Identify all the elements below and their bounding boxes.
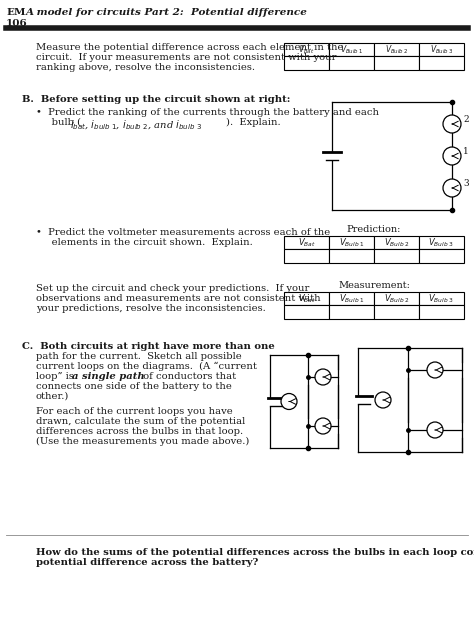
Text: $V_{Bulb\ 2}$: $V_{Bulb\ 2}$ <box>384 43 409 56</box>
Text: 2: 2 <box>463 115 469 124</box>
Bar <box>329 56 374 70</box>
Text: How do the sums of the potential differences across the bulbs in each loop compa: How do the sums of the potential differe… <box>36 548 474 557</box>
Bar <box>329 43 374 56</box>
Text: $V_{Bulb\ 2}$: $V_{Bulb\ 2}$ <box>383 292 410 304</box>
Text: differences across the bulbs in that loop.: differences across the bulbs in that loo… <box>36 427 243 436</box>
Text: connects one side of the battery to the: connects one side of the battery to the <box>36 382 232 391</box>
Text: path for the current.  Sketch all possible: path for the current. Sketch all possibl… <box>36 352 242 361</box>
Text: $V_{Bulb\ 3}$: $V_{Bulb\ 3}$ <box>429 43 454 56</box>
Bar <box>329 236 374 249</box>
Bar <box>419 249 464 263</box>
Bar <box>374 305 419 319</box>
Bar <box>329 249 374 263</box>
Text: •  Predict the ranking of the currents through the battery and each: • Predict the ranking of the currents th… <box>36 108 379 117</box>
Circle shape <box>443 147 461 165</box>
Bar <box>419 43 464 56</box>
Text: other.): other.) <box>36 392 69 401</box>
Text: circuit.  If your measurements are not consistent with your: circuit. If your measurements are not co… <box>36 53 337 62</box>
Text: 1: 1 <box>463 147 469 156</box>
Text: observations and measurements are not consistent with: observations and measurements are not co… <box>36 294 320 303</box>
Bar <box>284 56 329 70</box>
Bar <box>284 249 329 263</box>
Circle shape <box>443 179 461 197</box>
Text: For each of the current loops you have: For each of the current loops you have <box>36 407 233 416</box>
Bar <box>329 305 374 319</box>
Circle shape <box>427 362 443 378</box>
Text: Measure the potential difference across each element in the: Measure the potential difference across … <box>36 43 344 52</box>
Bar <box>374 43 419 56</box>
Text: 106: 106 <box>6 19 28 28</box>
Text: $V_{Bulb\ 3}$: $V_{Bulb\ 3}$ <box>428 292 455 304</box>
Text: $V_{Bulb\ 1}$: $V_{Bulb\ 1}$ <box>338 237 365 248</box>
Text: elements in the circuit shown.  Explain.: elements in the circuit shown. Explain. <box>36 238 253 247</box>
Circle shape <box>315 418 331 434</box>
Text: of conductors that: of conductors that <box>140 372 236 381</box>
Bar <box>374 56 419 70</box>
Bar <box>419 305 464 319</box>
Circle shape <box>315 369 331 385</box>
Bar <box>419 236 464 249</box>
Text: $V_{Bulb\ 2}$: $V_{Bulb\ 2}$ <box>383 237 410 248</box>
Text: $i_{bat}$, $i_{bulb\ 1}$, $i_{bulb\ 2}$, and $i_{bulb\ 3}$: $i_{bat}$, $i_{bulb\ 1}$, $i_{bulb\ 2}$,… <box>70 118 202 131</box>
Text: Set up the circuit and check your predictions.  If your: Set up the circuit and check your predic… <box>36 284 310 293</box>
Circle shape <box>375 392 391 408</box>
Text: $V_{Bat}$: $V_{Bat}$ <box>298 292 315 304</box>
Text: A model for circuits Part 2:  Potential difference: A model for circuits Part 2: Potential d… <box>26 8 308 17</box>
Text: loop” is: loop” is <box>36 372 77 381</box>
Text: 3: 3 <box>463 179 469 188</box>
Text: $V_{Bat}$: $V_{Bat}$ <box>298 43 315 56</box>
Circle shape <box>427 422 443 438</box>
Bar <box>374 249 419 263</box>
Text: EM: EM <box>6 8 26 17</box>
Bar <box>419 292 464 305</box>
Text: a single path: a single path <box>72 372 145 381</box>
Text: B.  Before setting up the circuit shown at right:: B. Before setting up the circuit shown a… <box>22 95 291 104</box>
Text: $V_{Bat}$: $V_{Bat}$ <box>298 237 315 248</box>
Circle shape <box>443 115 461 133</box>
Bar <box>284 236 329 249</box>
Text: current loops on the diagrams.  (A “current: current loops on the diagrams. (A “curre… <box>36 362 257 371</box>
Bar <box>284 292 329 305</box>
Bar <box>374 292 419 305</box>
Bar <box>284 305 329 319</box>
Text: $V_{Bulb\ 1}$: $V_{Bulb\ 1}$ <box>340 43 364 56</box>
Text: drawn, calculate the sum of the potential: drawn, calculate the sum of the potentia… <box>36 417 245 426</box>
Circle shape <box>281 394 297 409</box>
Text: ranking above, resolve the inconsistencies.: ranking above, resolve the inconsistenci… <box>36 63 255 72</box>
Text: $V_{Bulb\ 3}$: $V_{Bulb\ 3}$ <box>428 237 455 248</box>
Text: •  Predict the voltmeter measurements across each of the: • Predict the voltmeter measurements acr… <box>36 228 330 237</box>
Text: C.  Both circuits at right have more than one: C. Both circuits at right have more than… <box>22 342 275 351</box>
Text: ).  Explain.: ). Explain. <box>226 118 281 127</box>
Text: potential difference across the battery?: potential difference across the battery? <box>36 558 258 567</box>
Bar <box>284 43 329 56</box>
Text: bulb (: bulb ( <box>36 118 81 127</box>
Text: (Use the measurements you made above.): (Use the measurements you made above.) <box>36 437 249 446</box>
Text: Measurement:: Measurement: <box>338 281 410 290</box>
Bar <box>329 292 374 305</box>
Text: your predictions, resolve the inconsistencies.: your predictions, resolve the inconsiste… <box>36 304 266 313</box>
Bar <box>419 56 464 70</box>
Bar <box>374 236 419 249</box>
Text: $V_{Bulb\ 1}$: $V_{Bulb\ 1}$ <box>338 292 365 304</box>
Text: Prediction:: Prediction: <box>347 225 401 234</box>
